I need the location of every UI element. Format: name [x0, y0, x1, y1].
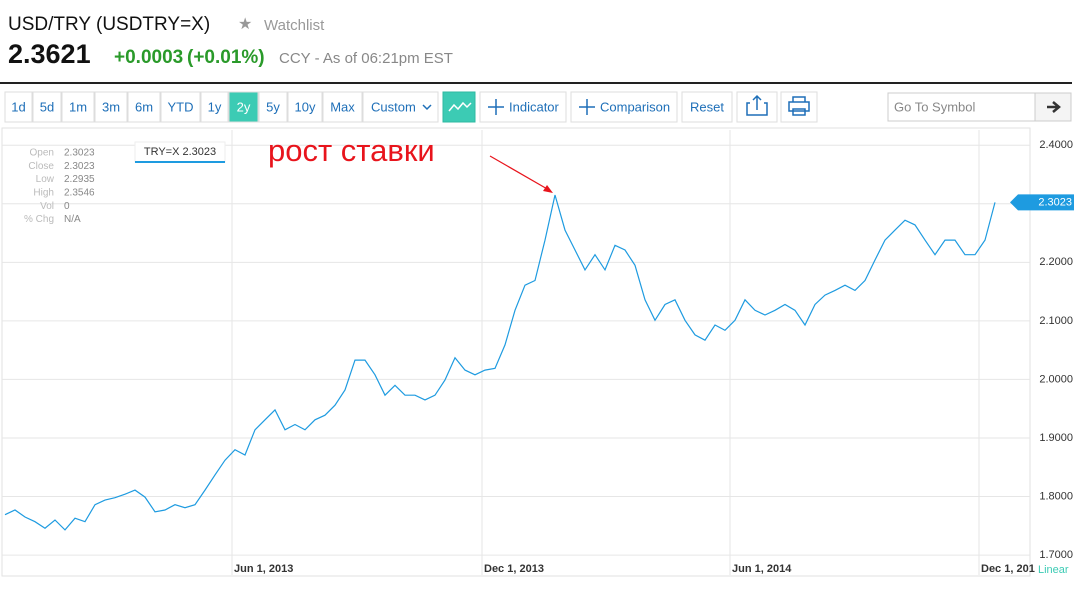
x-tick-label: Dec 1, 2013 [484, 563, 544, 575]
quote-value: 2.3023 [64, 161, 95, 172]
go-arrow [1047, 101, 1061, 113]
print-icon [788, 96, 810, 116]
annotation-arrow [489, 155, 550, 191]
quote-value: 0 [64, 201, 70, 212]
reset-label[interactable]: Reset [690, 99, 724, 114]
range-button[interactable] [258, 91, 288, 123]
x-tick-label: Jun 1, 2014 [732, 563, 792, 575]
quote-label: Low [36, 174, 55, 185]
chart: 2.40002.30002.20002.10002.00001.90001.80… [2, 130, 1074, 576]
range-label[interactable]: YTD [168, 99, 194, 114]
y-tick-label: 2.2000 [1039, 256, 1073, 268]
range-label[interactable]: 5y [266, 99, 280, 114]
price: 2.3621 [8, 39, 91, 69]
quote-label: Vol [40, 201, 54, 212]
current-value-tag [1010, 194, 1074, 211]
y-tick-label: 1.9000 [1039, 432, 1073, 444]
range-button[interactable] [228, 91, 259, 123]
share-icon [746, 94, 768, 116]
price-line [4, 194, 996, 531]
quote-label: Open [30, 148, 54, 159]
annotation: рост ставки [268, 133, 435, 168]
range-label[interactable]: 6m [135, 99, 153, 114]
price-change: +0.0003 [114, 47, 183, 68]
range-label[interactable]: Max [330, 99, 355, 114]
range-button[interactable] [32, 91, 62, 123]
quote-value: 2.2935 [64, 174, 95, 185]
star-icon[interactable]: ★ [238, 16, 252, 33]
range-button[interactable] [322, 91, 363, 123]
range-label[interactable]: 3m [102, 99, 120, 114]
search-placeholder[interactable]: Go To Symbol [894, 99, 976, 114]
indicator-label[interactable]: Indicator [509, 99, 560, 114]
symbol-title: USD/TRY (USDTRY=X) [8, 14, 210, 35]
y-tick-label: 1.7000 [1039, 549, 1073, 561]
x-tick-label: Dec 1, 201 [981, 563, 1035, 575]
price-change-pct: (+0.01%) [187, 47, 265, 68]
x-tick-label: Jun 1, 2013 [234, 563, 293, 575]
quote-label: % Chg [24, 214, 54, 225]
annotation-arrowhead [543, 185, 553, 193]
range-button[interactable] [160, 91, 201, 123]
range-label[interactable]: 1y [208, 99, 222, 114]
reset-button[interactable] [681, 91, 733, 123]
range-label[interactable]: 5d [40, 99, 54, 114]
range-button[interactable] [94, 91, 128, 123]
quote-label: Close [28, 161, 54, 172]
y-tick-label: 1.8000 [1039, 490, 1073, 502]
dropdown-caret [422, 104, 432, 111]
plot-area [1, 127, 1031, 577]
quote-value: N/A [64, 214, 81, 225]
range-button[interactable] [127, 91, 161, 123]
range-button[interactable] [287, 91, 323, 123]
tooltip-text: TRY=X 2.3023 [144, 146, 216, 158]
comparison-label[interactable]: Comparison [600, 99, 670, 114]
toolbar: 1d 5d 1m 3m 6m YTD 1y 2y 5y 10y Max Custom Indicator… [4, 91, 1072, 123]
current-value-label: 2.3023 [1038, 196, 1072, 208]
chart-type-icon [448, 101, 472, 112]
range-label[interactable]: 2y [237, 99, 251, 114]
scale-label[interactable]: Linear [1038, 564, 1069, 576]
y-tick-label: 2.4000 [1039, 139, 1073, 151]
range-label[interactable]: 1d [11, 99, 25, 114]
plus-icon [488, 99, 504, 115]
search-input[interactable] [887, 92, 1036, 122]
custom-label[interactable]: Custom [371, 99, 416, 114]
watchlist-link[interactable]: Watchlist [264, 17, 325, 34]
range-button[interactable] [200, 91, 229, 123]
quote-value: 2.3023 [64, 148, 95, 159]
range-button[interactable] [4, 91, 33, 123]
range-button[interactable] [61, 91, 95, 123]
y-tick-label: 2.0000 [1039, 373, 1073, 385]
plus-icon [579, 99, 595, 115]
y-tick-label: 2.1000 [1039, 315, 1073, 327]
quote-value: 2.3546 [64, 188, 95, 199]
range-label[interactable]: 1m [69, 99, 87, 114]
range-label[interactable]: 10y [295, 99, 316, 114]
quote-label: High [33, 188, 54, 199]
price-status: CCY - As of 06:21pm EST [279, 50, 453, 67]
